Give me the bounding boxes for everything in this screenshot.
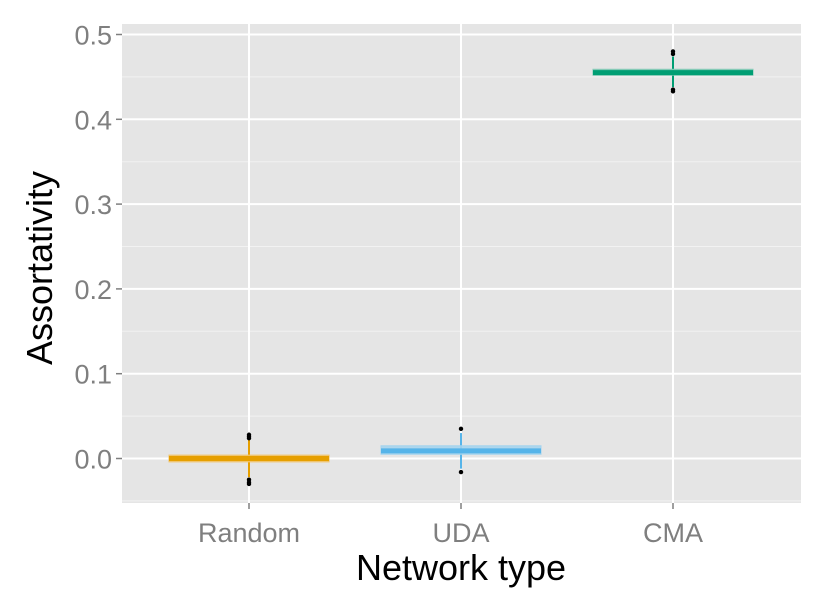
y-tick-label: 0.1: [74, 360, 112, 390]
box-random: [168, 432, 330, 487]
outlier-point: [670, 89, 676, 94]
box-uda: [380, 426, 542, 475]
x-axis: Random UDA CMA: [198, 503, 703, 548]
y-tick-label: 0.4: [74, 105, 112, 135]
grid-lines: [122, 24, 801, 503]
outlier-point: [246, 481, 252, 487]
y-tick-label: 0.2: [74, 275, 112, 305]
y-tick-label: 0.3: [74, 190, 112, 220]
outlier-point: [458, 469, 464, 475]
x-axis-title: Network type: [356, 547, 566, 588]
x-tick-label: Random: [198, 518, 300, 548]
outlier-point: [246, 435, 252, 441]
outlier-point: [670, 51, 676, 57]
outlier-point: [458, 426, 464, 432]
box-cma: [592, 49, 754, 94]
x-tick-label: CMA: [643, 518, 703, 548]
y-tick-label: 0.5: [74, 21, 112, 51]
y-axis-title: Assortativity: [19, 171, 60, 365]
y-axis: 0.0 0.1 0.2 0.3 0.4 0.5: [74, 21, 122, 475]
boxes: [168, 49, 754, 487]
y-tick-label: 0.0: [74, 445, 112, 475]
x-tick-label: UDA: [432, 518, 489, 548]
